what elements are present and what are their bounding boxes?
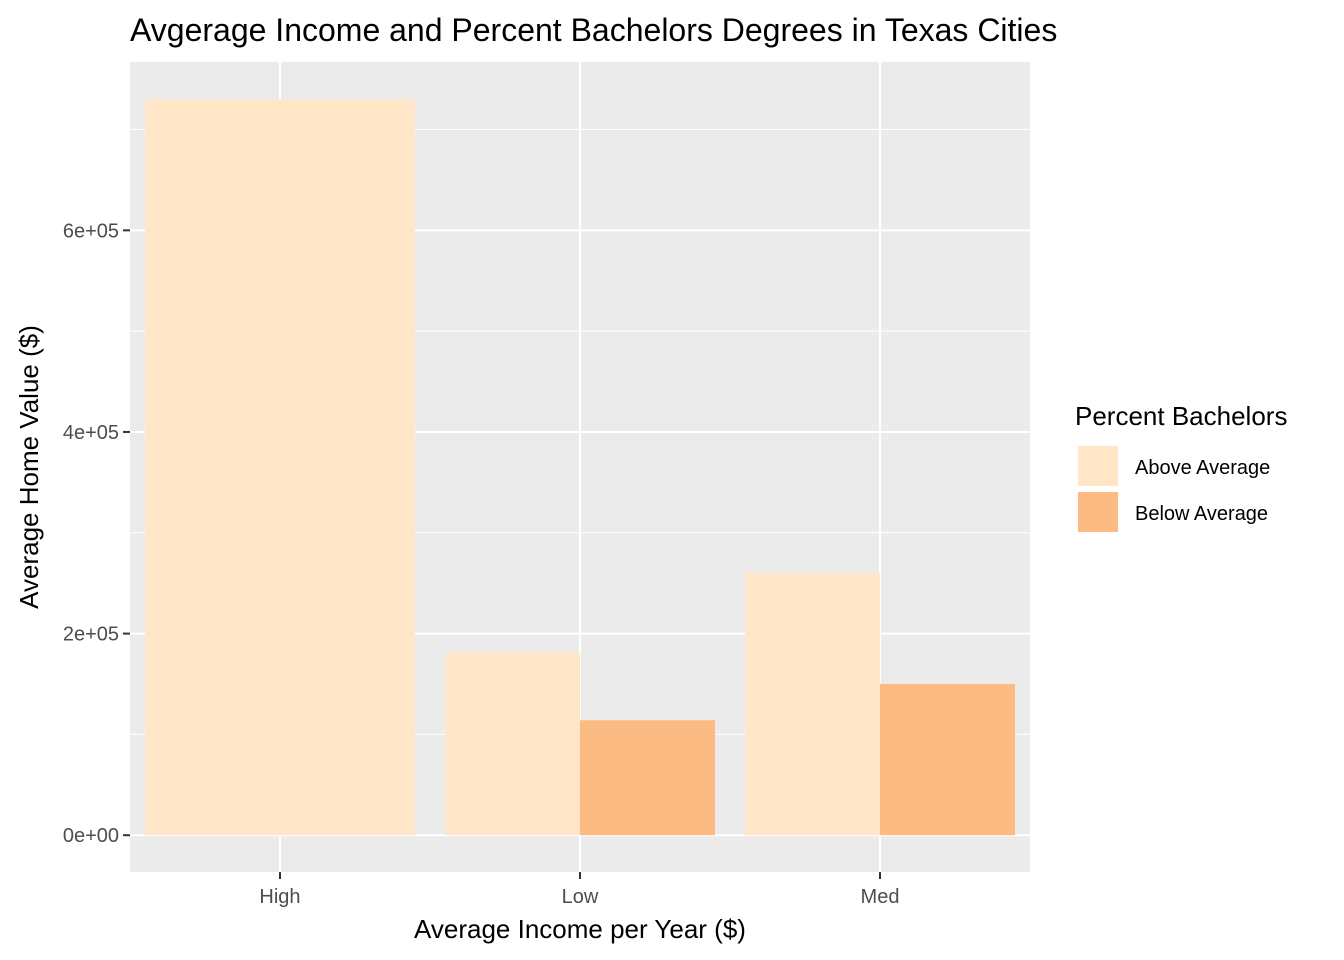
bar bbox=[145, 99, 415, 836]
legend-label: Above Average bbox=[1135, 457, 1270, 479]
x-axis: High Low Med bbox=[259, 872, 899, 908]
bar bbox=[445, 652, 580, 836]
bar bbox=[580, 720, 715, 836]
y-tick-label: 0e+00 bbox=[63, 825, 119, 847]
legend-title: Percent Bachelors bbox=[1075, 401, 1287, 431]
bars bbox=[145, 99, 1015, 836]
y-axis: 0e+00 2e+05 4e+05 6e+05 bbox=[63, 220, 130, 847]
legend-swatch bbox=[1076, 444, 1120, 488]
y-axis-title: Average Home Value ($) bbox=[14, 325, 44, 609]
y-tick-label: 6e+05 bbox=[63, 220, 119, 242]
chart-title: Avgerage Income and Percent Bachelors De… bbox=[130, 12, 1057, 48]
legend: Percent Bachelors Above Average Below Ave… bbox=[1075, 401, 1287, 534]
x-axis-title: Average Income per Year ($) bbox=[414, 914, 746, 944]
bar bbox=[745, 573, 880, 836]
x-tick-label: Med bbox=[861, 886, 900, 908]
x-tick-label: Low bbox=[562, 886, 599, 908]
y-tick-label: 4e+05 bbox=[63, 422, 119, 444]
x-tick-label: High bbox=[259, 886, 300, 908]
legend-swatch bbox=[1076, 490, 1120, 534]
y-tick-label: 2e+05 bbox=[63, 624, 119, 646]
legend-label: Below Average bbox=[1135, 503, 1268, 525]
bar bbox=[880, 683, 1015, 836]
